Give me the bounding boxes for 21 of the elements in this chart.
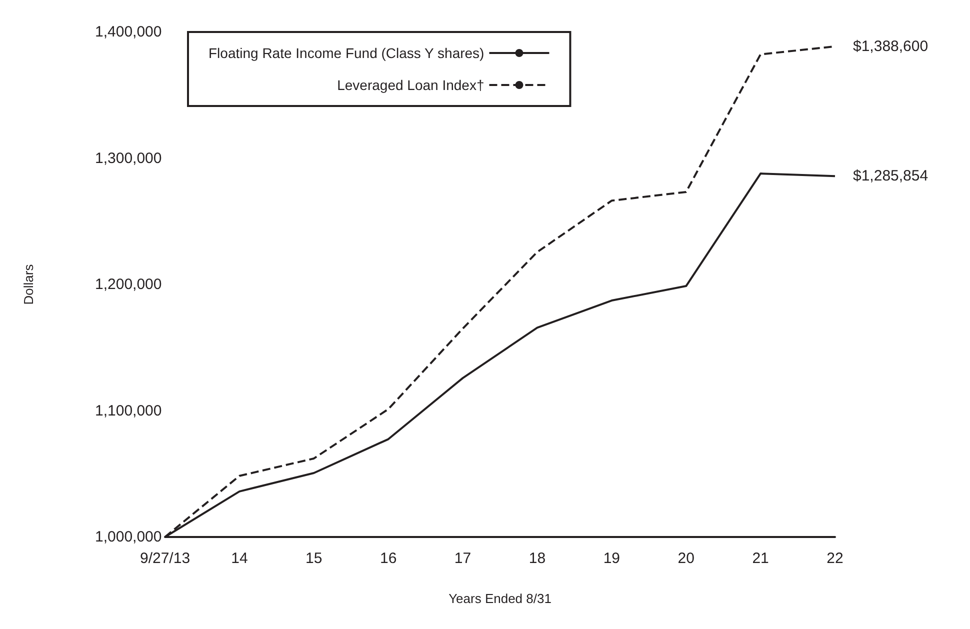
- legend-label: Floating Rate Income Fund (Class Y shares): [208, 45, 484, 61]
- y-tick-label: 1,300,000: [95, 150, 162, 167]
- x-tick-label: 21: [752, 550, 769, 567]
- y-tick-label: 1,200,000: [95, 276, 162, 293]
- x-tick-label: 15: [306, 550, 322, 567]
- legend-label: Leveraged Loan Index†: [337, 77, 484, 93]
- y-tick-label: 1,400,000: [95, 24, 162, 40]
- x-tick-label: 16: [380, 550, 397, 567]
- annotation: $1,388,600: [853, 38, 928, 55]
- x-tick-label: 9/27/13: [140, 550, 190, 567]
- y-axis-title: Dollars: [21, 264, 36, 305]
- x-tick-label: 18: [528, 550, 546, 567]
- y-tick-label: 1,100,000: [95, 402, 162, 420]
- y-tick-label: 1,000,000: [95, 528, 162, 546]
- x-tick-label: 22: [826, 550, 844, 567]
- annotation: $1,285,854: [853, 168, 928, 185]
- x-tick-label: 19: [603, 550, 620, 567]
- x-tick-label: 14: [231, 550, 248, 567]
- x-axis-title: Years Ended 8/31: [448, 591, 552, 606]
- x-tick-label: 20: [678, 550, 694, 567]
- x-tick-label: 17: [454, 550, 472, 567]
